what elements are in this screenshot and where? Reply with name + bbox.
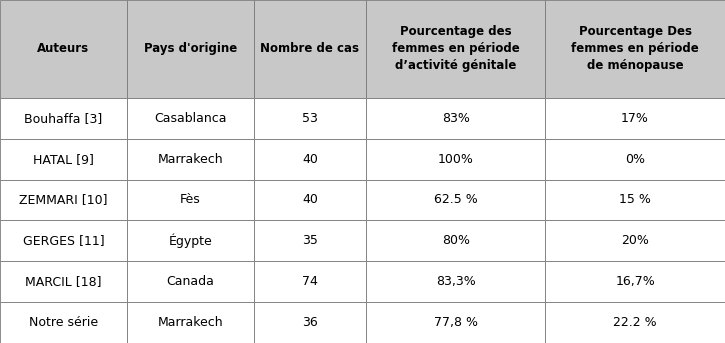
Bar [545,261,725,302]
Text: MARCIL [18]: MARCIL [18] [25,275,102,288]
Bar [0,139,127,179]
Text: 35: 35 [302,234,318,247]
Text: 0%: 0% [625,153,645,166]
Text: 83,3%: 83,3% [436,275,476,288]
Bar [254,179,366,220]
Bar [254,0,366,98]
Text: 100%: 100% [438,153,473,166]
Text: 36: 36 [302,316,318,329]
Bar [545,179,725,220]
Bar [127,179,254,220]
Text: Pourcentage des
femmes en période
d’activité génitale: Pourcentage des femmes en période d’acti… [392,25,520,72]
Bar [366,221,545,261]
Bar [127,221,254,261]
Bar [127,302,254,343]
Text: 77,8 %: 77,8 % [434,316,478,329]
Bar [0,179,127,220]
Text: 40: 40 [302,193,318,206]
Text: 16,7%: 16,7% [616,275,655,288]
Text: Marrakech: Marrakech [157,316,223,329]
Text: 22.2 %: 22.2 % [613,316,657,329]
Text: Auteurs: Auteurs [38,43,89,55]
Bar [0,302,127,343]
Bar [366,98,545,139]
Bar [0,261,127,302]
Bar [366,0,545,98]
Bar [0,98,127,139]
Text: 53: 53 [302,112,318,125]
Text: Pourcentage Des
femmes en période
de ménopause: Pourcentage Des femmes en période de mén… [571,25,699,72]
Text: Pays d'origine: Pays d'origine [144,43,237,55]
Bar [254,139,366,179]
Text: Marrakech: Marrakech [157,153,223,166]
Bar [127,261,254,302]
Bar [366,139,545,179]
Text: 62.5 %: 62.5 % [434,193,478,206]
Text: 20%: 20% [621,234,649,247]
Bar [254,261,366,302]
Bar [545,0,725,98]
Text: 40: 40 [302,153,318,166]
Text: 83%: 83% [442,112,470,125]
Text: Fès: Fès [180,193,201,206]
Text: ZEMMARI [10]: ZEMMARI [10] [19,193,108,206]
Bar [545,302,725,343]
Bar [127,0,254,98]
Text: Notre série: Notre série [29,316,98,329]
Text: Nombre de cas: Nombre de cas [260,43,360,55]
Text: 74: 74 [302,275,318,288]
Bar [366,302,545,343]
Bar [254,98,366,139]
Text: 17%: 17% [621,112,649,125]
Bar [0,221,127,261]
Bar [127,139,254,179]
Bar [254,221,366,261]
Bar [545,221,725,261]
Bar [0,0,127,98]
Bar [254,302,366,343]
Text: Canada: Canada [166,275,215,288]
Text: 15 %: 15 % [619,193,651,206]
Bar [127,98,254,139]
Text: Bouhaffa [3]: Bouhaffa [3] [25,112,102,125]
Bar [545,139,725,179]
Bar [366,261,545,302]
Text: HATAL [9]: HATAL [9] [33,153,94,166]
Bar [545,98,725,139]
Text: Égypte: Égypte [168,234,212,248]
Text: 80%: 80% [442,234,470,247]
Text: GERGES [11]: GERGES [11] [22,234,104,247]
Bar [366,179,545,220]
Text: Casablanca: Casablanca [154,112,226,125]
